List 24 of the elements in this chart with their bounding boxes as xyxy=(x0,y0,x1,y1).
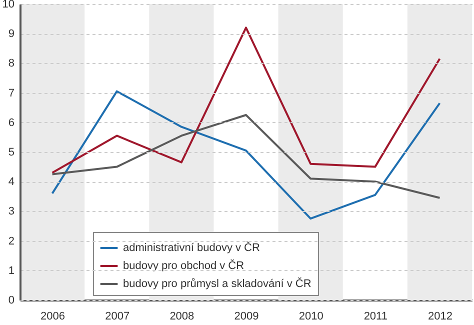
y-tick-label: 7 xyxy=(8,87,14,100)
x-tick-label: 2009 xyxy=(234,310,259,322)
y-tick-label: 5 xyxy=(8,146,14,158)
y-tick-label: 9 xyxy=(8,28,14,40)
x-tick-label: 2012 xyxy=(428,310,452,322)
legend-label: budovy pro obchod v ČR xyxy=(123,259,244,272)
x-tick-label: 2007 xyxy=(105,310,130,322)
x-tick-label: 2010 xyxy=(298,310,324,322)
legend-label: administrativní budovy v ČR xyxy=(123,241,260,254)
line-series xyxy=(51,26,441,174)
x-tick-label: 2011 xyxy=(364,310,388,322)
y-tick-label: 4 xyxy=(8,176,14,188)
y-tick-label: 10 xyxy=(2,0,14,10)
y-tick-label: 1 xyxy=(8,264,14,277)
y-tick-label: 0 xyxy=(8,294,14,306)
y-tick-label: 6 xyxy=(8,116,14,129)
line-series xyxy=(51,90,441,220)
y-tick-label: 8 xyxy=(8,58,14,70)
x-tick-label: 2006 xyxy=(40,310,66,322)
y-tick-label: 2 xyxy=(8,235,14,248)
line-series xyxy=(51,114,441,199)
y-tick-label: 3 xyxy=(8,206,14,218)
legend-label: budovy pro průmysl a skladování v ČR xyxy=(123,277,312,290)
x-tick-label: 2008 xyxy=(170,310,194,322)
